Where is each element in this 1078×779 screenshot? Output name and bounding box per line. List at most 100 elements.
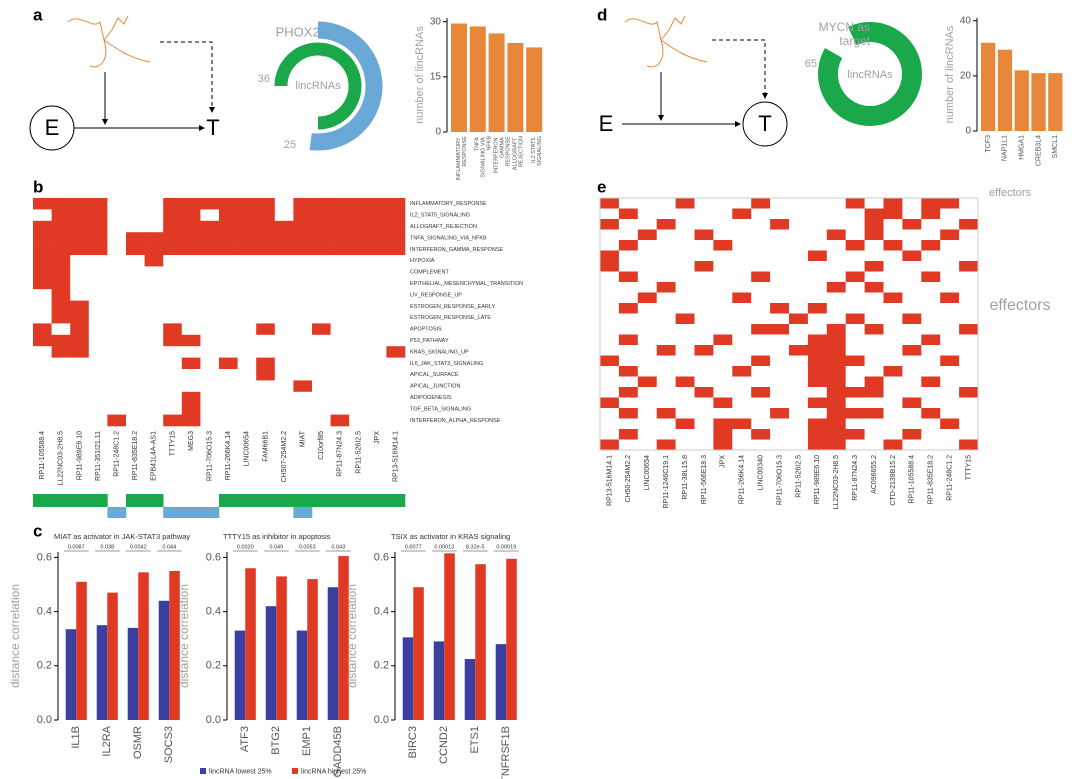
bar [96,625,108,720]
heatmap-cell [107,414,127,427]
heatmap-cell [959,418,979,430]
heatmap-cell [237,220,257,233]
heatmap-cell [732,366,752,377]
heatmap-cell [864,229,884,241]
row-label: TNFA_SIGNALING_VIA_NFKB [410,235,487,241]
legend-swatch [200,768,206,774]
heatmap-cell [921,250,941,262]
heatmap-cell [902,261,922,272]
heatmap-cell [51,312,71,324]
heatmap-cell [107,334,127,347]
heatmap-cell [367,323,387,336]
heatmap-cell [51,300,71,313]
heatmap-cell [789,397,809,409]
heatmap-cell [921,376,941,388]
heatmap-cell [732,439,752,451]
heatmap-cell [107,346,127,358]
heatmap-cell [864,219,884,230]
column-label: MIAT [300,430,307,447]
heatmap-cell [312,220,331,233]
x-tick-label: BTG2 [270,726,282,755]
column-label: EPB41L4A-AS1 [151,431,158,481]
heatmap-cell [312,266,331,279]
heatmap-cell [219,391,238,404]
heatmap-cell [656,303,676,314]
heatmap-cell [694,334,714,346]
heatmap-cell [349,255,369,267]
heatmap-cell [864,439,884,451]
heatmap-cell [237,391,257,404]
heatmap-cell [902,198,922,209]
heatmap-cell [88,334,108,347]
heatmap-cell [256,346,276,358]
heatmap-cell [751,313,771,325]
heatmap-cell [675,282,695,293]
heatmap-cell [70,403,90,415]
heatmap-cell [51,266,71,279]
heatmap-cell [618,271,639,283]
heatmap-cell [940,324,960,335]
heatmap-cell [637,292,657,304]
heatmap-cell [70,414,90,427]
heatmap-cell [618,334,639,346]
heatmap-cell [237,380,257,393]
heatmap-cell [237,403,257,415]
column-label: RP11-989E6.10 [814,455,821,504]
donut-arc [818,22,922,126]
heatmap-cell [274,277,294,290]
heatmap-cell [293,209,313,222]
row-label: P53_PATHWAY [410,338,449,344]
column-label: RP11-38L15.8 [682,455,689,500]
heatmap-cell [864,345,884,356]
heatmap-cell [293,346,313,358]
heatmap-cell [144,323,164,336]
heatmap-cell [789,250,809,262]
heatmap-cell [600,439,620,451]
bar [495,644,507,720]
heatmap-cell [940,345,960,356]
heatmap-cell [386,277,406,290]
heatmap-cell [789,240,809,251]
panel-label: d [597,5,607,24]
y-tick-label: 0.0 [374,714,389,726]
heatmap-cell [770,261,790,272]
heatmap-cell [349,220,369,233]
heatmap-cell [959,229,979,241]
heatmap-cell [845,271,865,283]
heatmap-cell [349,346,369,358]
heatmap-cell [200,312,220,324]
heatmap-cell [959,439,979,451]
heatmap-cell [789,271,809,283]
column-label: LL22NC03-2H8.5 [58,431,65,486]
bar [65,629,77,720]
heatmap-cell [694,198,714,209]
heatmap-cell [600,240,620,251]
heatmap-cell [713,376,733,388]
heatmap-cell [126,334,145,347]
row-label: IL2_STAT5_SIGNALING [410,213,470,219]
p-value: 0.0042 [130,544,147,550]
heatmap-cell [732,408,752,419]
heatmap-cell [293,414,313,427]
heatmap-cell [789,366,809,377]
p-value: 0.0053 [299,544,316,550]
bar [981,42,996,131]
strip-cell [33,507,52,518]
heatmap-cell [618,219,639,230]
heatmap-cell [144,198,164,210]
y-tick-label: 0.0 [206,714,221,726]
heatmap-cell [256,232,276,244]
heatmap-cell [959,250,979,262]
heatmap-cell [694,271,714,283]
heatmap-cell [675,429,695,440]
heatmap-cell [88,266,108,279]
rna-icon [67,15,151,68]
heatmap-cell [637,271,657,283]
heatmap-cell [181,277,201,290]
heatmap-cell [826,366,846,377]
heatmap-cell [694,366,714,377]
heatmap-cell [600,261,620,272]
heatmap-cell [33,312,52,324]
heatmap-cell [386,266,406,279]
heatmap-cell [921,439,941,451]
